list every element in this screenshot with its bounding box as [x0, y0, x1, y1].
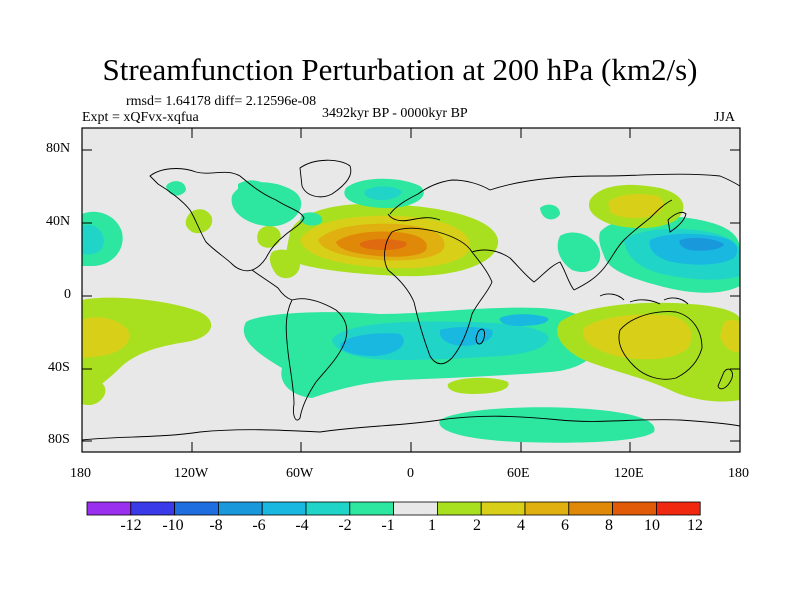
- lat-label-40n: 40N: [46, 214, 71, 229]
- season-label: JJA: [714, 110, 736, 125]
- lat-ticks: [82, 149, 740, 442]
- colorbar-label: -4: [295, 517, 309, 534]
- colorbar-swatch: [349, 501, 394, 516]
- colorbar-swatch: [393, 501, 438, 516]
- colorbar-swatch: [436, 501, 482, 516]
- colorbar-label: 4: [517, 517, 525, 534]
- lon-label-60w: 60W: [286, 466, 314, 481]
- colorbar-swatch: [656, 501, 701, 516]
- colorbar-label: -1: [381, 517, 395, 534]
- lat-label-40s: 40S: [48, 360, 70, 375]
- lon-label-60e: 60E: [507, 466, 530, 481]
- colorbar-swatch: [130, 501, 176, 516]
- colorbar-label: 1: [428, 517, 436, 534]
- colorbar-swatch: [174, 501, 219, 516]
- lon-label-120e: 120E: [614, 466, 644, 481]
- lon-label-180-left: 180: [70, 466, 91, 481]
- coastlines: [82, 159, 740, 441]
- colorbar-label: 8: [605, 517, 613, 534]
- lon-label-120w: 120W: [174, 466, 209, 481]
- map-title: Streamfunction Perturbation at 200 hPa (…: [102, 52, 698, 87]
- colorbar-label: 2: [473, 517, 481, 534]
- colorbar-label: 6: [561, 517, 569, 534]
- experiment-label: Expt = xQFvx-xqfua: [82, 110, 199, 125]
- colorbar-swatch: [217, 501, 263, 516]
- colorbar-label: -10: [162, 517, 184, 534]
- colorbar-label: 10: [644, 517, 660, 534]
- contour-fill: [82, 178, 740, 443]
- colorbar: [86, 501, 701, 516]
- stats-label: rmsd= 1.64178 diff= 2.12596e-08: [126, 94, 317, 109]
- lon-label-0: 0: [407, 466, 414, 481]
- colorbar-label: -2: [338, 517, 352, 534]
- lon-label-180-right: 180: [728, 466, 749, 481]
- colorbar-swatch: [568, 501, 613, 516]
- lat-label-80s: 80S: [48, 432, 70, 447]
- map-background: [82, 128, 740, 452]
- colorbar-swatch: [480, 501, 526, 516]
- colorbar-label: -12: [120, 517, 142, 534]
- lat-label-80n: 80N: [46, 141, 71, 156]
- colorbar-label: 12: [687, 517, 703, 534]
- colorbar-swatch: [86, 501, 132, 516]
- colorbar-label: -8: [209, 517, 223, 534]
- colorbar-swatch: [261, 501, 307, 516]
- lon-ticks: [81, 128, 741, 452]
- lat-label-0: 0: [64, 287, 71, 302]
- colorbar-swatch: [612, 501, 657, 516]
- colorbar-swatch: [305, 501, 351, 516]
- colorbar-label: -6: [252, 517, 266, 534]
- period-label: 3492kyr BP - 0000kyr BP: [322, 106, 468, 121]
- colorbar-swatch: [524, 501, 570, 516]
